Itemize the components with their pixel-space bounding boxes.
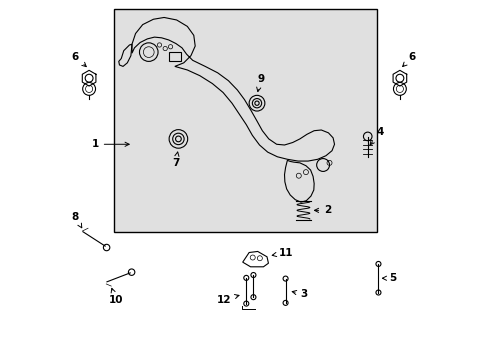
- Text: 6: 6: [402, 52, 415, 67]
- Text: 1: 1: [91, 139, 129, 149]
- FancyBboxPatch shape: [114, 9, 376, 232]
- Text: 9: 9: [256, 74, 264, 91]
- Text: 3: 3: [292, 289, 307, 299]
- Text: 12: 12: [216, 294, 239, 305]
- Text: 4: 4: [369, 127, 383, 145]
- Text: 11: 11: [272, 248, 293, 257]
- Text: 5: 5: [382, 273, 396, 283]
- Text: 10: 10: [108, 288, 123, 305]
- Text: 8: 8: [71, 212, 81, 228]
- Text: 6: 6: [72, 52, 86, 67]
- Text: 2: 2: [314, 205, 331, 215]
- Text: 7: 7: [171, 152, 179, 168]
